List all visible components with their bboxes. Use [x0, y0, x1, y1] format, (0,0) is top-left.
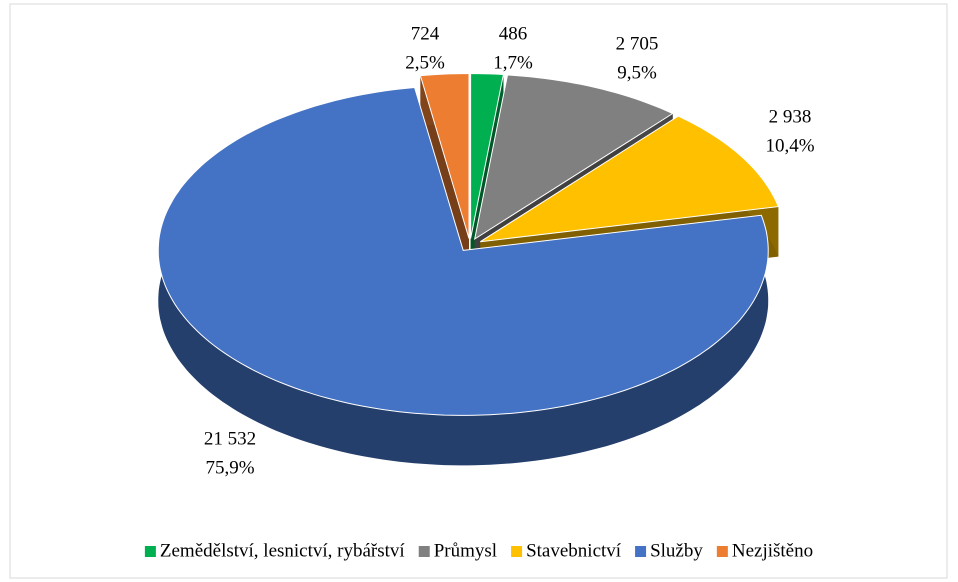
- data-label-value: 2 938: [769, 106, 812, 127]
- legend: Zemědělství, lesnictví, rybářství Průmysl…: [144, 540, 813, 561]
- data-label-percent: 1,7%: [493, 52, 533, 73]
- slice: [157, 86, 769, 416]
- legend-label: Služby: [650, 540, 703, 561]
- legend-swatch: [635, 546, 647, 557]
- slice: [419, 72, 470, 239]
- data-label-percent: 9,5%: [617, 62, 657, 83]
- slice: [473, 74, 674, 241]
- data-label-value: 2 705: [616, 33, 659, 54]
- legend-label: Zemědělství, lesnictví, rybářství: [160, 540, 406, 561]
- legend-swatch: [418, 546, 430, 557]
- data-label-percent: 10,4%: [765, 135, 814, 156]
- data-label-percent: 75,9%: [205, 457, 254, 478]
- legend-label: Nezjištěno: [732, 540, 813, 561]
- data-label-value: 486: [499, 23, 528, 44]
- legend-swatch: [511, 546, 523, 557]
- data-label-value: 724: [411, 23, 440, 44]
- legend-swatch: [144, 546, 156, 557]
- legend-swatch: [716, 546, 728, 557]
- data-label-value: 21 532: [204, 428, 256, 449]
- slice: [470, 72, 505, 239]
- legend-label: Průmysl: [434, 540, 497, 561]
- legend-label: Stavebnictví: [526, 540, 622, 561]
- data-label-percent: 2,5%: [405, 52, 445, 73]
- slice: [480, 115, 780, 243]
